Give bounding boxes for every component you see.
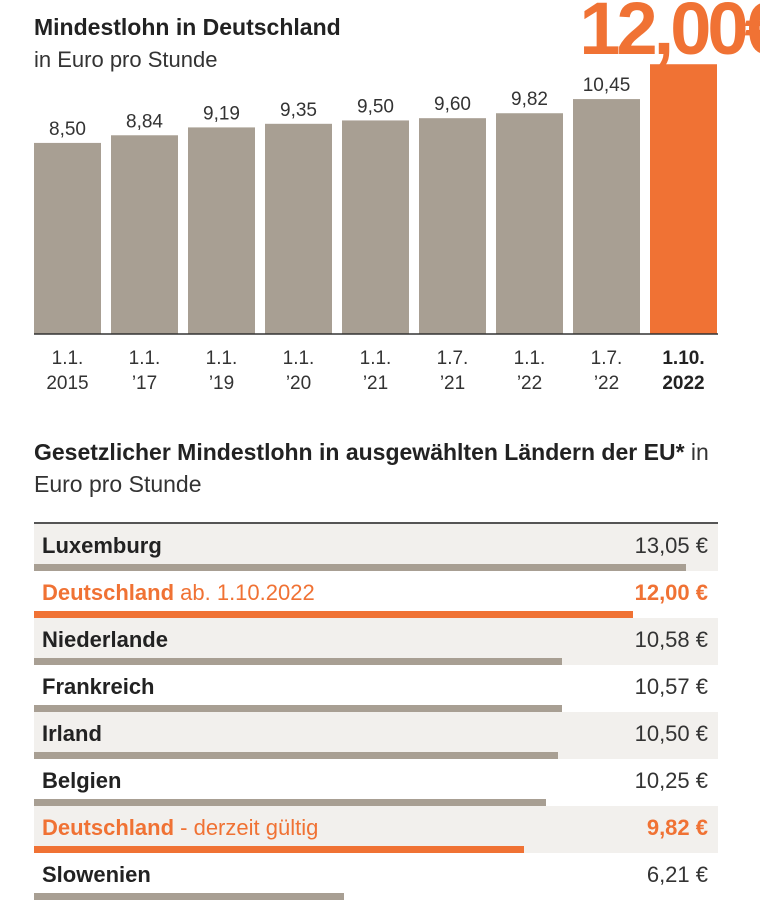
table-row: Niederlande 10,58 € xyxy=(34,618,718,665)
bar-1 xyxy=(111,135,178,334)
country-name: Deutschland ab. 1.10.2022 xyxy=(42,580,315,605)
bar-2 xyxy=(188,127,255,334)
bar-7 xyxy=(573,99,640,335)
wage-bar xyxy=(34,799,546,806)
x-tick-label-0: 1.1. 2015 xyxy=(46,348,88,394)
highlight-value-label: 12,00€ xyxy=(579,0,760,70)
bar-value-label-5: 9,60 xyxy=(434,94,471,115)
wage-bar xyxy=(34,564,686,571)
bar-value-label-4: 9,50 xyxy=(357,96,394,117)
eu-table-title: Gesetzlicher Mindestlohn in ausgewählten… xyxy=(34,436,760,500)
table-row: Luxemburg 13,05 € xyxy=(34,524,718,571)
wage-bar xyxy=(34,893,345,900)
wage-value: 12,00 € xyxy=(634,580,708,605)
bar-value-label-3: 9,35 xyxy=(280,100,317,121)
country-name: Slowenien xyxy=(42,862,151,887)
bar-value-label-2: 9,19 xyxy=(203,103,240,124)
country-name: Irland xyxy=(42,721,102,746)
wage-value: 10,58 € xyxy=(634,627,708,652)
x-tick-label-4: 1.1. ’21 xyxy=(360,348,392,394)
wage-value: 9,82 € xyxy=(646,815,708,840)
wage-value: 10,57 € xyxy=(634,674,708,699)
country-name: Luxemburg xyxy=(42,533,162,558)
wage-value: 10,25 € xyxy=(634,768,708,793)
bar-4 xyxy=(342,120,409,334)
bar-8 xyxy=(650,64,717,335)
chart-subtitle: in Euro pro Stunde xyxy=(34,47,218,72)
x-tick-label-8: 1.10. 2022 xyxy=(662,348,704,394)
bars-group: 8,50 1.1. 2015 8,84 1.1. ’17 9,19 1.1. ’19 9,35 1.… xyxy=(34,0,760,394)
x-tick-label-1: 1.1. ’17 xyxy=(129,348,161,394)
wage-value: 6,21 € xyxy=(646,862,708,887)
eu-table-title-bold: Gesetzlicher Mindestlohn in ausgewählten… xyxy=(34,439,685,465)
country-name: Niederlande xyxy=(42,627,168,652)
table-row: Belgien 10,25 € xyxy=(34,759,718,806)
bar-5 xyxy=(419,118,486,335)
bar-value-label-1: 8,84 xyxy=(126,111,163,132)
country-note: - derzeit gültig xyxy=(174,815,319,840)
wage-bar xyxy=(34,752,559,759)
wage-bar xyxy=(34,611,634,618)
bar-value-label-6: 9,82 xyxy=(511,89,548,110)
x-tick-label-2: 1.1. ’19 xyxy=(206,348,238,394)
country-name: Belgien xyxy=(42,768,122,793)
wage-bar xyxy=(34,846,525,853)
country-name: Deutschland - derzeit gültig xyxy=(42,815,319,840)
x-tick-label-5: 1.7. ’21 xyxy=(437,348,469,394)
table-row: Irland 10,50 € xyxy=(34,712,718,759)
x-tick-label-7: 1.7. ’22 xyxy=(591,348,623,394)
bar-value-label-0: 8,50 xyxy=(49,119,86,140)
table-row: Deutschland ab. 1.10.2022 12,00 € xyxy=(34,571,718,618)
minimum-wage-bar-chart: 8,50 1.1. 2015 8,84 1.1. ’17 9,19 1.1. ’19 9,35 1.… xyxy=(34,0,760,394)
bar-6 xyxy=(496,113,563,334)
table-row: Deutschland - derzeit gültig 9,82 € xyxy=(34,806,718,853)
bar-3 xyxy=(265,123,332,334)
table-row: Frankreich 10,57 € xyxy=(34,665,718,712)
bar-value-label-7: 10,45 xyxy=(583,75,631,96)
eu-table-title-unit: in Euro pro Stunde xyxy=(34,439,709,497)
chart-title: Mindestlohn in Deutschland xyxy=(34,14,341,40)
wage-value: 13,05 € xyxy=(634,533,708,558)
eu-minimum-wage-table: Luxemburg 13,05 € Deutschland ab. 1.10.202… xyxy=(34,522,718,900)
wage-value: 10,50 € xyxy=(634,721,708,746)
wage-bar xyxy=(34,658,563,665)
wage-bar xyxy=(34,705,562,712)
x-tick-label-6: 1.1. ’22 xyxy=(514,348,546,394)
bar-0 xyxy=(34,142,101,334)
x-tick-label-3: 1.1. ’20 xyxy=(283,348,315,394)
country-name: Frankreich xyxy=(42,674,155,699)
table-row: Slowenien 6,21 € xyxy=(34,853,718,900)
country-note: ab. 1.10.2022 xyxy=(174,580,315,605)
